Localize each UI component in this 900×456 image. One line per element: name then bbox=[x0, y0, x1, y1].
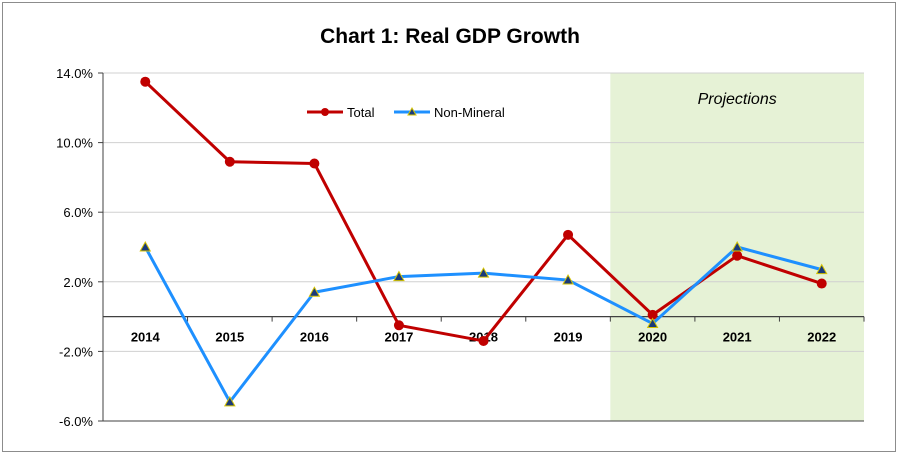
data-point-total bbox=[647, 309, 658, 320]
x-tick-label: 2019 bbox=[554, 330, 583, 345]
y-tick-label: -6.0% bbox=[59, 414, 93, 429]
legend-total-label: Total bbox=[347, 105, 375, 120]
x-tick-label: 2022 bbox=[807, 330, 836, 345]
data-point-total bbox=[478, 335, 489, 346]
data-point-total bbox=[140, 76, 151, 87]
data-point-non-mineral bbox=[223, 395, 236, 407]
data-point-non-mineral bbox=[308, 286, 321, 297]
y-tick-labels: -6.0% -2.0% 2.0% 6.0% 10.0% 14.0% bbox=[56, 66, 93, 429]
data-point-non-mineral bbox=[393, 270, 405, 282]
gridlines bbox=[103, 72, 864, 422]
x-tick-label: 2017 bbox=[384, 330, 413, 345]
legend-total-marker bbox=[321, 108, 329, 116]
data-point-non-mineral bbox=[562, 274, 574, 285]
data-point-non-mineral bbox=[815, 263, 828, 275]
x-tick-labels: 201420152016201720182019202020212022 bbox=[131, 330, 836, 345]
y-tick-label: 14.0% bbox=[56, 66, 93, 81]
data-point-total bbox=[224, 156, 235, 167]
data-point-total bbox=[816, 278, 827, 289]
chart-title: Chart 1: Real GDP Growth bbox=[320, 25, 580, 48]
y-tick-label: 6.0% bbox=[63, 205, 93, 220]
series-lines bbox=[139, 76, 828, 407]
legend-non-mineral-marker bbox=[407, 106, 417, 116]
x-tick-label: 2014 bbox=[131, 330, 161, 345]
data-point-non-mineral bbox=[477, 267, 490, 278]
x-tick-label: 2021 bbox=[723, 330, 752, 345]
data-point-total bbox=[563, 229, 574, 240]
data-point-non-mineral bbox=[139, 240, 152, 252]
data-point-non-mineral bbox=[731, 240, 744, 252]
data-point-total bbox=[393, 320, 404, 331]
projection-label: Projections bbox=[698, 91, 777, 108]
y-tick-label: -2.0% bbox=[59, 344, 93, 359]
x-tick-label: 2016 bbox=[300, 330, 329, 345]
data-point-non-mineral bbox=[646, 317, 659, 329]
data-point-total bbox=[732, 250, 743, 261]
x-tick-label: 2020 bbox=[638, 330, 667, 345]
legend: Total Non-Mineral bbox=[307, 105, 505, 120]
y-tick-label: 2.0% bbox=[63, 275, 93, 290]
y-tick-label: 10.0% bbox=[56, 136, 93, 151]
axes bbox=[98, 72, 865, 422]
data-point-total bbox=[309, 158, 320, 169]
x-tick-label: 2015 bbox=[215, 330, 244, 345]
legend-non-mineral-label: Non-Mineral bbox=[434, 105, 505, 120]
